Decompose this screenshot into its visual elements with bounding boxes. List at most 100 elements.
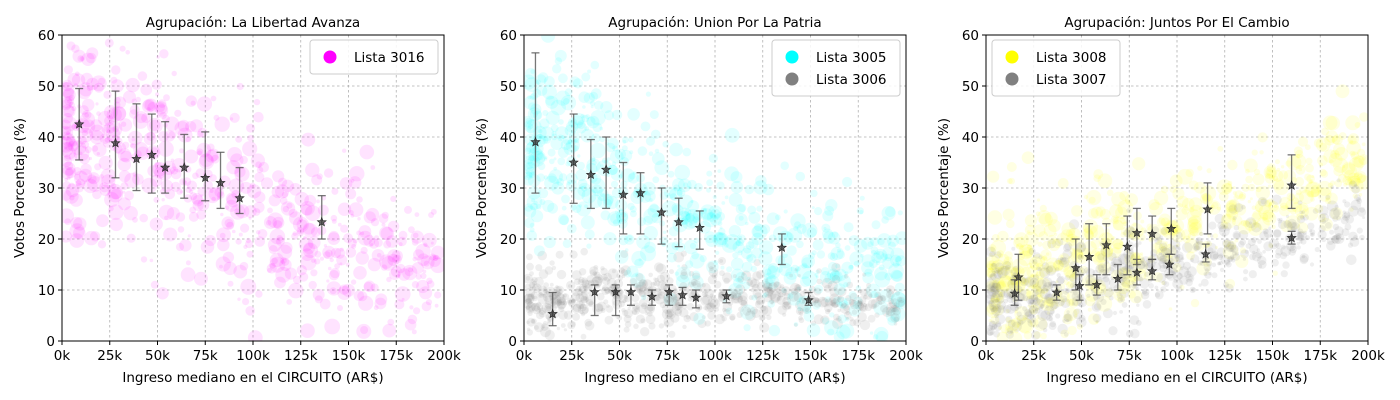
scatter-point xyxy=(1317,230,1327,240)
scatter-point xyxy=(730,268,745,282)
scatter-point xyxy=(768,262,779,274)
scatter-point xyxy=(1136,260,1146,270)
scatter-point xyxy=(304,194,317,207)
scatter-point xyxy=(610,180,619,188)
scatter-point xyxy=(683,239,699,255)
scatter-point xyxy=(603,110,615,121)
scatter-point xyxy=(752,224,768,240)
x-tick-label: 0k xyxy=(978,348,995,364)
scatter-point xyxy=(760,305,767,312)
scatter-point xyxy=(606,304,610,308)
scatter-point xyxy=(586,158,601,173)
scatter-point xyxy=(271,185,284,199)
scatter-point xyxy=(618,235,629,246)
mean-star-marker xyxy=(1112,273,1123,284)
scatter-point xyxy=(794,268,798,272)
scatter-point xyxy=(1345,178,1353,186)
x-tick-label: 125k xyxy=(1208,348,1242,364)
scatter-point xyxy=(1304,181,1321,198)
scatter-point xyxy=(524,217,535,229)
scatter-point xyxy=(616,212,629,224)
scatter-point xyxy=(874,266,888,281)
scatter-point xyxy=(1024,311,1033,320)
scatter-point xyxy=(582,105,586,109)
scatter-point xyxy=(845,295,852,302)
scatter-point xyxy=(706,187,712,193)
scatter-point xyxy=(1120,276,1131,287)
scatter-point xyxy=(672,299,680,306)
scatter-point xyxy=(829,270,843,284)
scatter-point xyxy=(1000,324,1010,334)
scatter-point xyxy=(140,256,148,263)
scatter-point xyxy=(848,304,861,317)
scatter-point xyxy=(350,279,357,285)
scatter-point xyxy=(78,135,87,145)
scatter-point xyxy=(674,308,682,317)
scatter-point xyxy=(781,252,788,259)
scatter-point xyxy=(338,284,350,295)
scatter-point xyxy=(1347,135,1357,145)
scatter-point xyxy=(1248,270,1257,279)
scatter-point xyxy=(292,216,309,233)
scatter-point xyxy=(861,261,875,275)
scatter-point xyxy=(990,307,995,313)
scatter-point xyxy=(1023,331,1033,340)
scatter-point xyxy=(1188,180,1199,191)
scatter-point xyxy=(742,306,752,316)
scatter-point xyxy=(62,230,72,243)
mean-star-marker xyxy=(635,187,646,198)
scatter-point xyxy=(1038,306,1043,311)
scatter-point xyxy=(381,211,389,219)
scatter-point xyxy=(703,207,707,212)
scatter-point xyxy=(1349,150,1356,157)
scatter-point xyxy=(829,252,839,261)
scatter-point xyxy=(662,230,667,234)
scatter-point xyxy=(1097,173,1113,189)
scatter-point xyxy=(895,256,902,263)
scatter-point xyxy=(360,326,369,334)
scatter-point xyxy=(990,270,1002,282)
scatter-point xyxy=(1197,165,1203,171)
scatter-point xyxy=(893,321,898,326)
scatter-point xyxy=(1208,271,1212,276)
scatter-point xyxy=(1058,299,1065,307)
scatter-point xyxy=(1160,217,1170,227)
scatter-point xyxy=(237,297,241,301)
scatter-point xyxy=(890,304,898,313)
scatter-point xyxy=(122,190,126,194)
scatter-point xyxy=(1005,330,1014,339)
scatter-point xyxy=(1033,252,1041,259)
scatter-point xyxy=(1239,192,1247,200)
scatter-point xyxy=(764,268,772,276)
scatter-point xyxy=(1356,197,1361,202)
scatter-point xyxy=(836,250,845,259)
scatter-point xyxy=(177,119,190,132)
scatter-point xyxy=(198,153,215,170)
scatter-point xyxy=(994,262,1004,272)
scatter-point xyxy=(623,294,628,300)
scatter-point xyxy=(1060,298,1071,308)
scatter-point xyxy=(875,293,880,298)
scatter-point xyxy=(1044,261,1058,275)
scatter-point xyxy=(1057,323,1068,335)
scatter-point xyxy=(732,241,745,254)
scatter-point xyxy=(630,272,646,288)
scatter-point xyxy=(653,277,657,281)
y-tick-label: 20 xyxy=(38,232,55,248)
scatter-point xyxy=(1048,312,1054,318)
scatter-point xyxy=(860,253,864,258)
scatter-point xyxy=(753,259,761,267)
scatter-point xyxy=(1052,238,1062,249)
scatter-point xyxy=(1039,264,1047,272)
scatter-point xyxy=(1175,231,1183,239)
scatter-point xyxy=(65,168,74,177)
scatter-point xyxy=(692,216,700,223)
scatter-point xyxy=(1294,176,1305,187)
scatter-point xyxy=(95,102,99,106)
scatter-point xyxy=(66,41,76,51)
scatter-point xyxy=(991,234,1000,242)
scatter-point xyxy=(790,264,800,274)
scatter-point xyxy=(1271,170,1284,182)
scatter-point xyxy=(62,136,74,153)
scatter-point xyxy=(1109,264,1116,272)
